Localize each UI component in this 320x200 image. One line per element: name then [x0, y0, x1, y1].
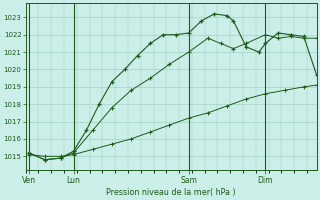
X-axis label: Pression niveau de la mer( hPa ): Pression niveau de la mer( hPa ) — [106, 188, 236, 197]
